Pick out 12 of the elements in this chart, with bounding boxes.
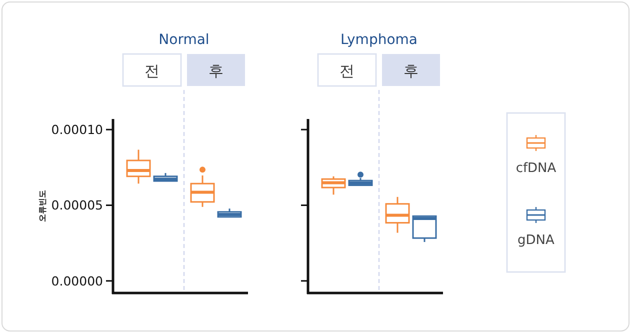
x-tick-label: 전: [144, 62, 160, 80]
chart-title: Lymphoma: [340, 32, 418, 48]
x-tick-label: 전: [340, 62, 354, 80]
legend-label: gDNA: [518, 233, 555, 248]
y-tick-label: 0.00000: [51, 273, 104, 288]
legend-label: cfDNA: [516, 161, 556, 176]
x-tick-label: 후: [404, 62, 418, 80]
y-tick-label: 0.00005: [51, 198, 103, 213]
y-axis-title: 오류빈도: [38, 190, 47, 222]
y-tick-label: 0.00010: [51, 122, 104, 138]
chart-title: Normal: [158, 32, 210, 48]
x-tick-label: 후: [208, 62, 224, 80]
